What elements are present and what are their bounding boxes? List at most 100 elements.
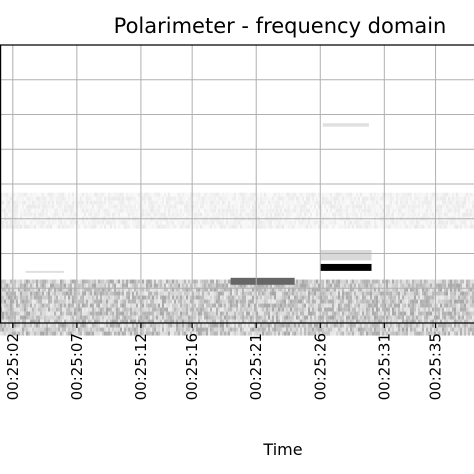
heatmap-cell [206,192,208,197]
heatmap-cell [190,307,192,312]
heatmap-cell [162,291,164,296]
heatmap-cell [416,327,418,332]
heatmap-cell [52,220,54,225]
heatmap-cell [400,299,402,304]
heatmap-cell [124,220,126,225]
heatmap-cell [350,323,352,328]
heatmap-cell [324,283,326,288]
heatmap-cell [90,220,92,225]
heatmap-cell [20,291,22,296]
heatmap-cell [344,315,346,320]
heatmap-cell [302,303,304,308]
heatmap-cell [244,204,246,209]
heatmap-cell [244,208,246,213]
heatmap-cell [278,311,280,316]
heatmap-cell [346,192,348,197]
heatmap-cell [374,331,376,336]
heatmap-cell [286,307,288,312]
heatmap-cell [372,319,374,324]
heatmap-cell [16,319,18,324]
heatmap-cell [290,196,292,201]
heatmap-cell [266,323,268,328]
heatmap-cell [144,208,146,213]
heatmap-cell [100,283,102,288]
heatmap-cell [332,279,334,284]
heatmap-cell [272,331,274,336]
heatmap-cell [194,327,196,332]
heatmap-cell [334,323,336,328]
heatmap-cell [268,196,270,201]
heatmap-cell [52,279,54,284]
heatmap-cell [82,192,84,197]
heatmap-cell [322,311,324,316]
heatmap-cell [374,327,376,332]
heatmap-cell [144,295,146,300]
heatmap-cell [322,303,324,308]
heatmap-cell [370,323,372,328]
heatmap-cell [216,192,218,197]
heatmap-cell [276,283,278,288]
heatmap-cell [304,311,306,316]
heatmap-cell [246,295,248,300]
heatmap-cell [366,303,368,308]
heatmap-cell [336,307,338,312]
heatmap-cell [346,287,348,292]
heatmap-cell [160,208,162,213]
heatmap-cell [210,331,212,336]
heatmap-cell [372,295,374,300]
heatmap-cell [450,299,452,304]
heatmap-cell [16,212,18,217]
heatmap-cell [14,331,16,336]
heatmap-cell [56,319,58,324]
heatmap-cell [80,200,82,205]
heatmap-cell [284,323,286,328]
heatmap-cell [178,327,180,332]
heatmap-cell [346,307,348,312]
heatmap-cell [154,200,156,205]
heatmap-cell [16,196,18,201]
heatmap-cell [438,283,440,288]
heatmap-cell [96,311,98,316]
heatmap-cell [124,299,126,304]
heatmap-cell [364,220,366,225]
heatmap-cell [194,299,196,304]
heatmap-cell [192,319,194,324]
heatmap-cell [352,295,354,300]
heatmap-cell [174,279,176,284]
heatmap-cell [172,311,174,316]
heatmap-cell [144,327,146,332]
heatmap-cell [416,295,418,300]
heatmap-cell [164,311,166,316]
heatmap-cell [250,283,252,288]
heatmap-cell [32,204,34,209]
heatmap-cell [332,319,334,324]
heatmap-cell [394,323,396,328]
heatmap-cell [248,208,250,213]
heatmap-cell [318,327,320,332]
heatmap-cell [8,307,10,312]
heatmap-cell [260,287,262,292]
heatmap-cell [208,315,210,320]
heatmap-cell [350,279,352,284]
heatmap-cell [164,279,166,284]
heatmap-cell [458,299,460,304]
heatmap-cell [368,291,370,296]
heatmap-cell [318,311,320,316]
heatmap-cell [286,208,288,213]
heatmap-cell [122,192,124,197]
heatmap-cell [352,283,354,288]
heatmap-cell [326,299,328,304]
heatmap-cell [78,327,80,332]
heatmap-cell [380,311,382,316]
heatmap-cell [338,200,340,205]
heatmap-cell [256,311,258,316]
heatmap-cell [224,311,226,316]
heatmap-cell [18,208,20,213]
heatmap-cell [320,200,322,205]
heatmap-cell [90,307,92,312]
heatmap-cell [308,283,310,288]
heatmap-cell [108,315,110,320]
heatmap-cell [252,208,254,213]
heatmap-cell [36,220,38,225]
heatmap-cell [214,299,216,304]
